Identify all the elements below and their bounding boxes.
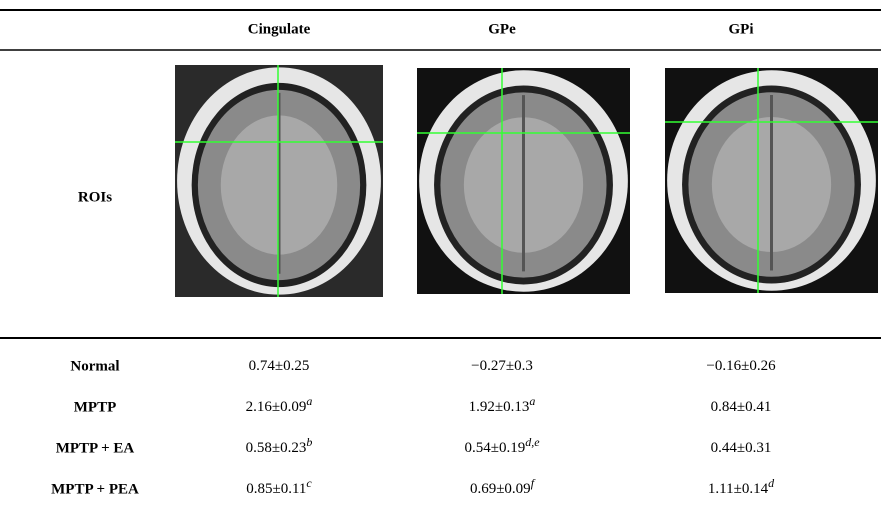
mri-image — [417, 68, 630, 294]
value: 1.92±0.13 — [469, 399, 530, 415]
row-label: MPTP + PEA — [51, 481, 139, 497]
mri-image — [665, 68, 878, 293]
row-label: Normal — [70, 358, 119, 374]
cell-value: 0.84±0.41 — [711, 399, 772, 415]
cell-value: 0.58±0.23b — [246, 435, 313, 457]
value: 0.58±0.23 — [246, 440, 307, 456]
column-header: GPe — [488, 21, 516, 37]
value: 0.44±0.31 — [711, 440, 772, 456]
value: 0.84±0.41 — [711, 399, 772, 415]
cell-value: 0.85±0.11c — [246, 476, 312, 498]
cell-value: 0.74±0.25 — [249, 358, 310, 374]
superscript: d,e — [525, 435, 540, 449]
value: 0.69±0.09 — [470, 481, 531, 497]
row-label: MPTP + EA — [56, 440, 135, 456]
superscript: c — [306, 476, 312, 490]
value: −0.27±0.3 — [471, 358, 533, 374]
cell-value: 1.92±0.13a — [469, 394, 536, 416]
cell-value: 2.16±0.09a — [246, 394, 313, 416]
roi-images — [175, 65, 878, 297]
superscript: b — [306, 435, 312, 449]
cell-value: 0.69±0.09f — [470, 476, 536, 498]
column-header: Cingulate — [248, 21, 311, 37]
superscript: f — [531, 476, 536, 490]
value: −0.16±0.26 — [706, 358, 776, 374]
column-header: GPi — [729, 21, 754, 37]
cell-value: −0.16±0.26 — [706, 358, 776, 374]
cell-value: 0.54±0.19d,e — [464, 435, 540, 457]
value: 2.16±0.09 — [246, 399, 307, 415]
mri-image — [175, 65, 383, 297]
row-label: MPTP — [74, 399, 117, 415]
superscript: a — [306, 394, 312, 408]
cell-value: 1.11±0.14d — [708, 476, 775, 498]
value: 0.54±0.19 — [464, 440, 525, 456]
value: 0.85±0.11 — [246, 481, 306, 497]
superscript: a — [529, 394, 535, 408]
value: 0.74±0.25 — [249, 358, 310, 374]
roi-label: ROIs — [78, 189, 112, 205]
cell-value: −0.27±0.3 — [471, 358, 533, 374]
value: 1.11±0.14 — [708, 481, 769, 497]
cell-value: 0.44±0.31 — [711, 440, 772, 456]
superscript: d — [768, 476, 775, 490]
